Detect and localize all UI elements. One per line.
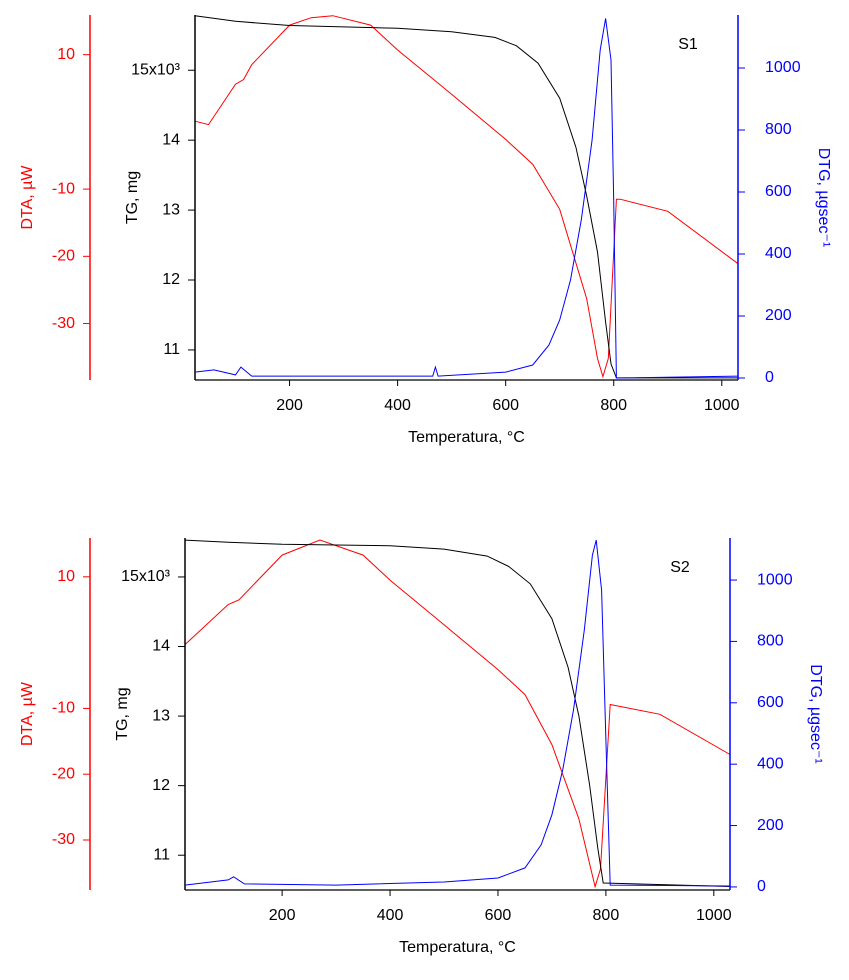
- y-tick-label: 11: [163, 341, 180, 358]
- data-line: [194, 15, 738, 379]
- y-tick-label: 13: [162, 201, 180, 218]
- y-axis-title: DTA, µW: [19, 681, 36, 746]
- y-tick-label: 12: [152, 777, 170, 794]
- panel-label: S1: [678, 36, 698, 53]
- y-tick-label: 600: [765, 183, 792, 200]
- y-tick-label: 14: [162, 131, 180, 148]
- y-tick-label: 200: [757, 817, 784, 834]
- data-line: [184, 539, 731, 887]
- y-tick-label: 0: [757, 878, 766, 895]
- x-tick-label: 1000: [704, 397, 740, 414]
- y-tick-label: 1000: [757, 571, 793, 588]
- y-tick-label: 200: [765, 307, 792, 324]
- x-tick-label: 600: [485, 907, 512, 924]
- x-tick-label: 600: [492, 397, 519, 414]
- y-axis-title: DTG, µgsec⁻¹: [815, 148, 832, 247]
- data-line: [184, 539, 731, 887]
- y-tick-label: -20: [52, 248, 75, 265]
- x-axis-title: Temperatura, °C: [408, 429, 525, 446]
- x-tick-label: 400: [384, 397, 411, 414]
- y-tick-label: 800: [757, 633, 784, 650]
- x-tick-label: 400: [377, 907, 404, 924]
- y-tick-label: 800: [765, 121, 792, 138]
- y-tick-label: 15x10³: [121, 568, 171, 585]
- y-tick-label: 13: [152, 707, 170, 724]
- x-tick-label: 200: [269, 907, 296, 924]
- y-tick-label: 1000: [765, 59, 801, 76]
- y-tick-label: 400: [765, 245, 792, 262]
- x-tick-label: 800: [600, 397, 627, 414]
- y-tick-label: 12: [162, 271, 180, 288]
- data-line: [194, 18, 739, 379]
- x-tick-label: 200: [276, 397, 303, 414]
- y-tick-label: 15x10³: [131, 61, 181, 78]
- y-axis-title: DTG, µgsec⁻¹: [807, 664, 824, 763]
- y-tick-label: -20: [52, 765, 75, 782]
- panel-label: S2: [670, 559, 690, 576]
- y-tick-label: 0: [765, 369, 774, 386]
- y-tick-label: 10: [57, 46, 75, 63]
- y-tick-label: 11: [153, 846, 170, 863]
- y-axis-title: DTA, µW: [19, 165, 36, 230]
- y-tick-label: 14: [152, 638, 170, 655]
- y-tick-label: 10: [57, 568, 75, 585]
- y-tick-label: -30: [52, 315, 75, 332]
- y-tick-label: -30: [52, 831, 75, 848]
- y-axis-title: TG, mg: [124, 171, 141, 224]
- data-line: [194, 15, 739, 379]
- y-tick-label: -10: [52, 180, 75, 197]
- y-tick-label: 400: [757, 755, 784, 772]
- y-tick-label: -10: [52, 700, 75, 717]
- x-axis-title: Temperatura, °C: [399, 939, 516, 956]
- data-line: [184, 539, 731, 889]
- x-tick-label: 1000: [696, 907, 732, 924]
- y-tick-label: 600: [757, 694, 784, 711]
- x-tick-label: 800: [593, 907, 620, 924]
- y-axis-title: TG, mg: [114, 687, 131, 740]
